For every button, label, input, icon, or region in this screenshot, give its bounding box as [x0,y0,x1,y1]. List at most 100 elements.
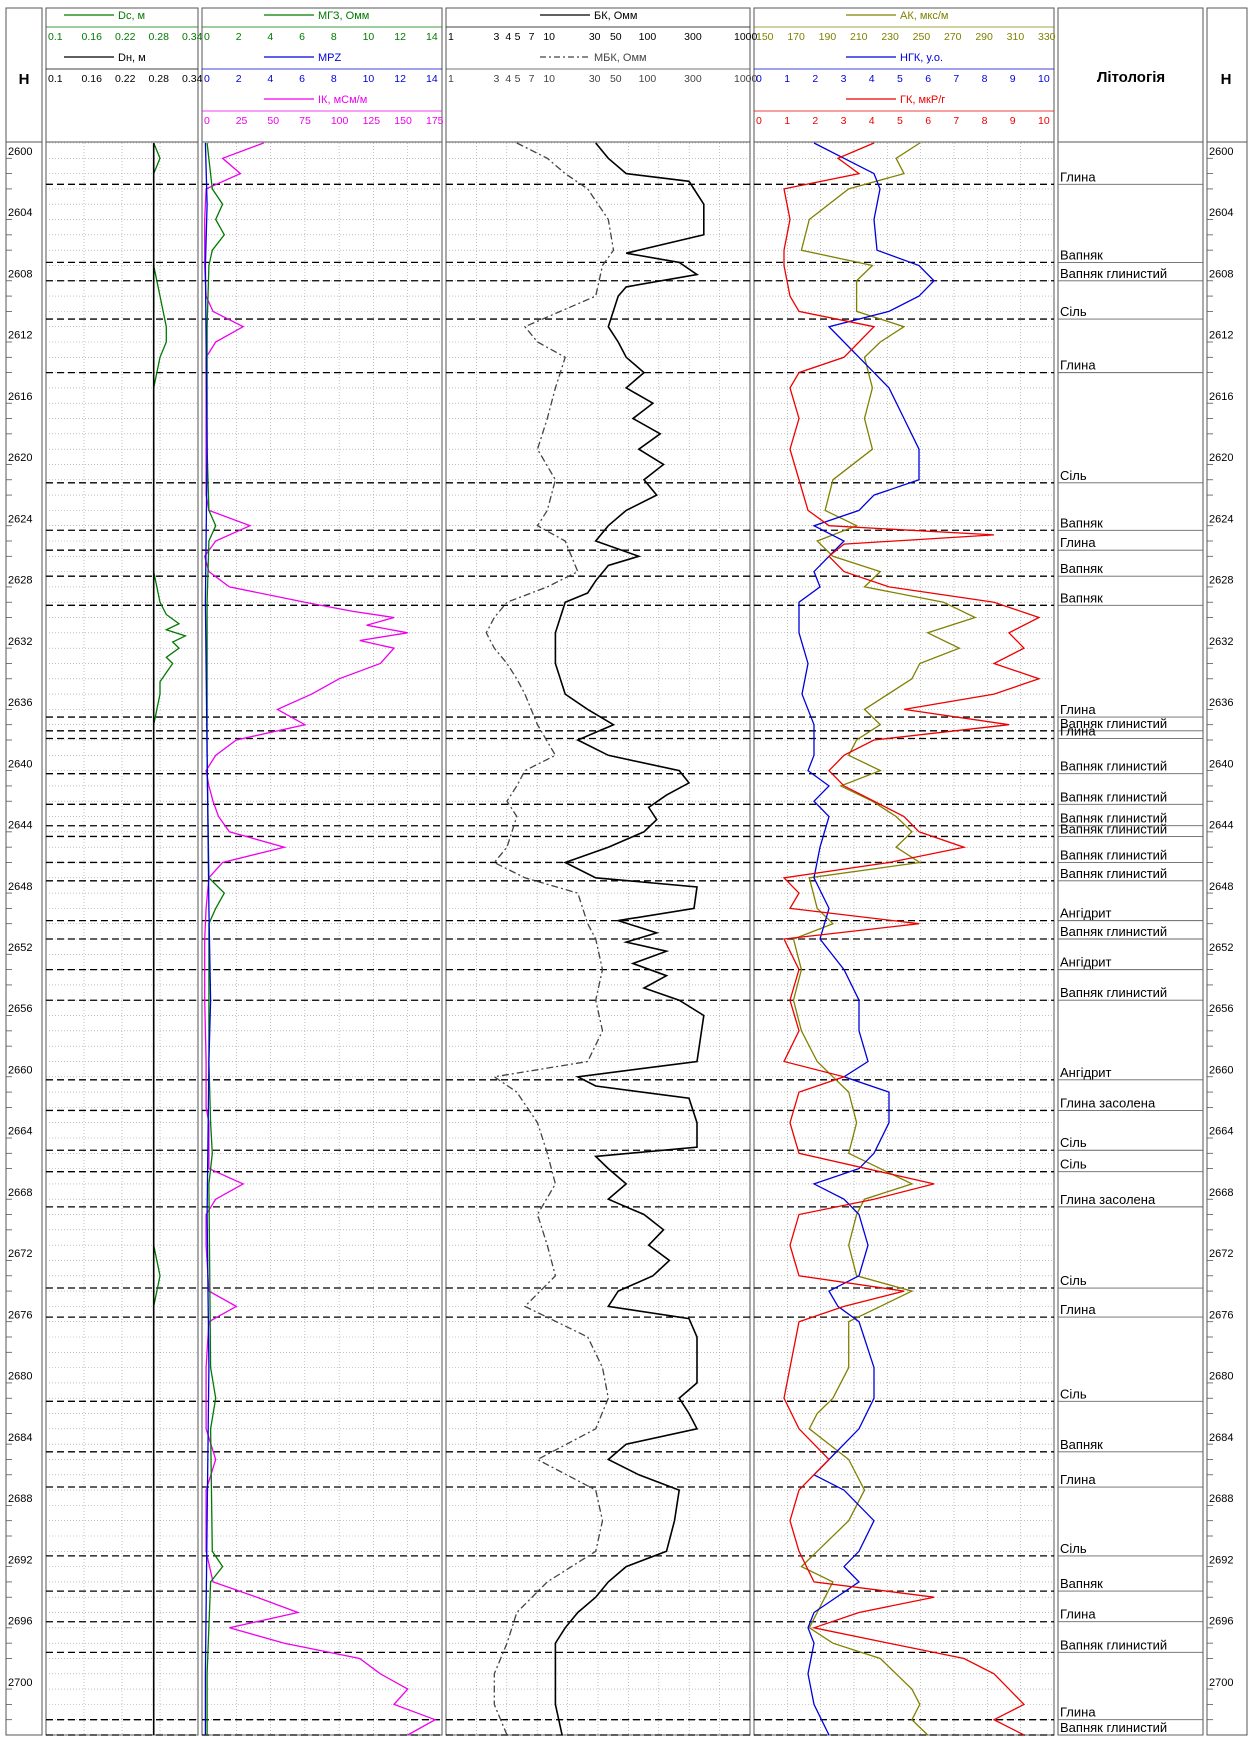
depth-tick-label: 2676 [1209,1309,1233,1321]
curve-scale-label: 10 [1038,115,1050,127]
curve-scale-label: 0.28 [149,73,170,85]
curve-scale-label: 190 [819,31,837,43]
curve-label: ГК, мкР/г [900,94,945,106]
column-frame [1206,7,1248,1736]
curve-scale-label: 1 [784,115,790,127]
column-frame [5,7,43,1736]
curve-мгз [206,142,226,1735]
curve-scale-label: 4 [267,31,273,43]
lithology-label: Сіль [1060,1273,1087,1288]
curve-label: МБК, Омм [594,52,647,64]
curve-scale-label: 10 [363,31,375,43]
curve-scale-label: 300 [684,31,702,43]
curve-scale-label: 3 [841,115,847,127]
depth-tick-label: 2644 [8,820,32,832]
depth-tick-label: 2660 [8,1064,32,1076]
depth-labels: 2600 2600 2604 2604 2608 2608 2612 2612 2616 2616… [8,146,1233,1689]
curve-scale-label: 14 [426,31,438,43]
log-curves [152,142,1042,1736]
curve-scale-label: 4 [505,73,511,85]
curve-label: НГК, у.о. [900,52,943,64]
curve-scale-label: 6 [925,73,931,85]
lithology-label: Вапняк глинистий [1060,821,1167,836]
lithology-label: Вапняк [1060,590,1103,605]
curve-ак [792,142,977,1736]
curve-scale-label: 75 [299,115,311,127]
lithology-label: Вапняк глинистий [1060,985,1167,1000]
depth-tick-label: 2600 [8,146,32,158]
depth-tick-label: 2696 [1209,1616,1233,1628]
curve-scale-label: 0.22 [115,73,136,85]
column-frame [445,7,751,1736]
lithology-column: Глина Вапняк Вапняк глинистий Сіль Глина Сіль… [46,169,1203,1736]
curve-scale-label: 0 [204,115,210,127]
curve-scale-label: 5 [515,31,521,43]
curve-label: БК, Омм [594,10,637,22]
curve-scale-label: 12 [394,73,406,85]
curve-scale-label: 1 [448,31,454,43]
curve-label: Dн, м [118,52,146,64]
lithology-label: Вапняк глинистий [1060,1637,1167,1652]
curve-scale-label: 5 [515,73,521,85]
curve-scale-label: 6 [299,31,305,43]
depth-tick-label: 2672 [8,1248,32,1260]
curve-scale-label: 2 [812,115,818,127]
curve-scale-label: 4 [869,73,875,85]
curve-scale-label: 4 [505,31,511,43]
depth-tick-label: 2700 [1209,1677,1233,1689]
lithology-label: Глина [1060,1472,1096,1487]
curve-scale-label: 0.34 [182,73,203,85]
lithology-label: Ангідрит [1060,955,1112,970]
lithology-label: Сіль [1060,1541,1087,1556]
curve-scale-label: 150 [394,115,412,127]
curve-scale-label: 0.16 [82,31,103,43]
curve-scale-label: 5 [897,115,903,127]
curve-scale-label: 6 [925,115,931,127]
depth-tick-label: 2652 [1209,942,1233,954]
curve-scale-label: 125 [363,115,381,127]
lithology-label: Ангідрит [1060,1065,1112,1080]
lithology-label: Вапняк глинистий [1060,1720,1167,1735]
curve-мбк [485,142,615,1736]
depth-tick-label: 2668 [8,1187,32,1199]
depth-tick-label: 2684 [1209,1432,1233,1444]
lithology-label: Вапняк глинистий [1060,266,1167,281]
lithology-label: Сіль [1060,1157,1087,1172]
curve-scale-label: 330 [1038,31,1056,43]
lithology-label: Вапняк [1060,1576,1103,1591]
curve-scale-label: 10 [543,73,555,85]
depth-tick-label: 2640 [8,758,32,770]
depth-tick-label: 2656 [8,1003,32,1015]
curve-scale-label: 30 [589,73,601,85]
depth-tick-label: 2700 [8,1677,32,1689]
curve-бк [554,142,705,1736]
depth-tick-label: 2684 [8,1432,32,1444]
depth-tick-label: 2628 [8,575,32,587]
depth-header-right: Н [1221,71,1232,88]
depth-tick-label: 2648 [8,881,32,893]
curve-scale-label: 2 [812,73,818,85]
lithology-label: Вапняк [1060,1437,1103,1452]
lithology-label: Вапняк глинистий [1060,716,1167,731]
lithology-label: Вапняк [1060,247,1103,262]
curve-scale-label: 8 [982,73,988,85]
curve-scale-label: 25 [236,115,248,127]
curve-scale-label: 50 [610,31,622,43]
depth-tick-label: 2680 [1209,1371,1233,1383]
depth-tick-label: 2664 [8,1126,32,1138]
curve-scale-label: 6 [299,73,305,85]
depth-tick-label: 2688 [8,1493,32,1505]
depth-tick-label: 2652 [8,942,32,954]
lithology-label: Вапняк глинистий [1060,811,1167,826]
curve-scale-label: 30 [589,31,601,43]
curve-гк [782,142,1042,1736]
lithology-header: Літологія [1097,69,1165,86]
curve-scale-label: 12 [394,31,406,43]
lithology-label: Глина [1060,169,1096,184]
curve-ік [203,142,437,1736]
curve-scale-label: 210 [850,31,868,43]
lithology-label: Глина [1060,358,1096,373]
depth-tick-label: 2608 [1209,268,1233,280]
lithology-label: Вапняк [1060,515,1103,530]
curve-scale-label: 100 [639,73,657,85]
